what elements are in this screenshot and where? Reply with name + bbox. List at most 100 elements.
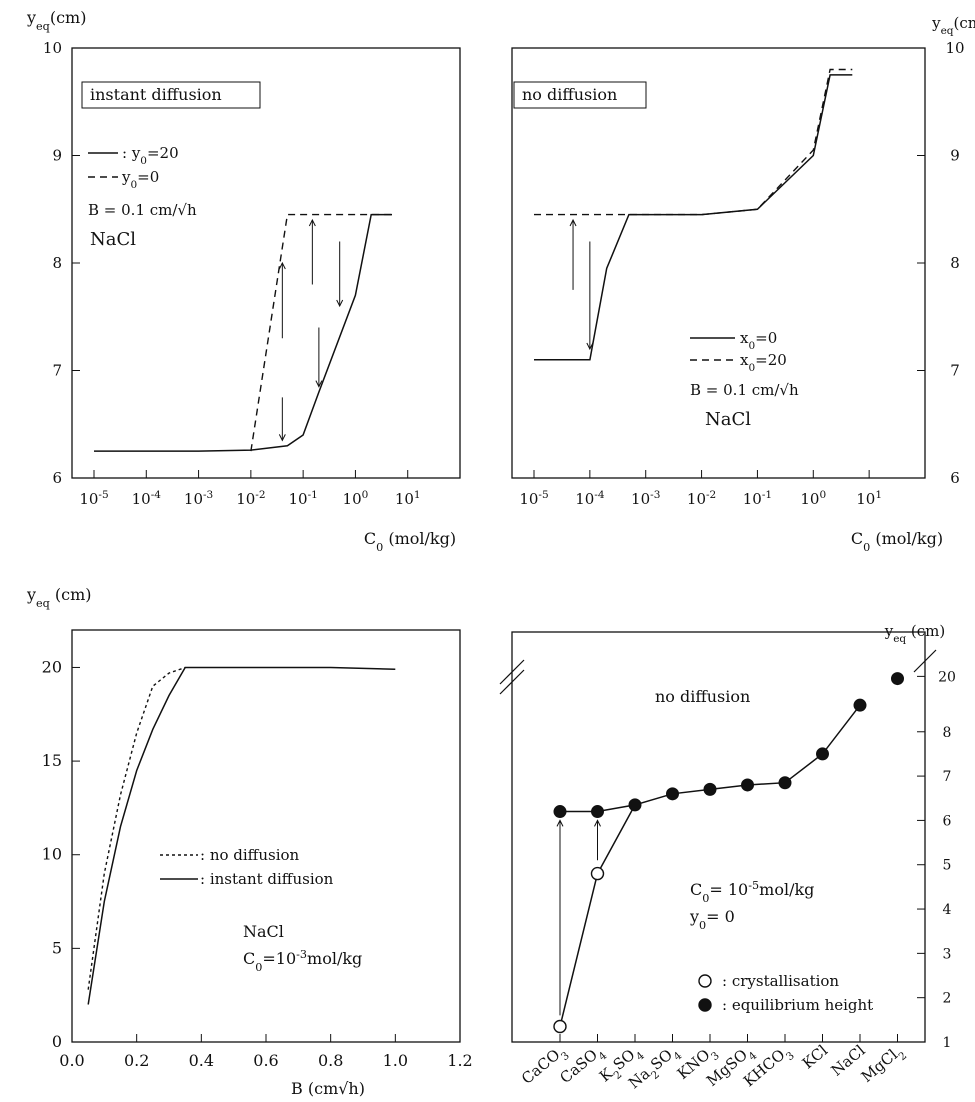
y-axis-label: yeq (cm)	[26, 585, 92, 610]
marker-equilibrium	[628, 798, 642, 812]
x-axis-label: B (cm√h)	[291, 1079, 365, 1098]
panel-box-frame	[81, 81, 261, 109]
y-axis-label: yeq (cm)	[884, 622, 946, 645]
marker-crystallisation	[590, 866, 605, 881]
y-axis-label: yeq(cm)	[26, 8, 86, 33]
axis-break-mark	[499, 669, 525, 695]
arrow-2-head	[594, 819, 601, 827]
y-tick-label: 4	[943, 902, 952, 918]
legend-entry: : y0=20	[122, 144, 179, 167]
category-label: KCl	[799, 1041, 831, 1072]
y-tick-label: 2	[943, 991, 952, 1007]
marker-crystallisation	[553, 1019, 567, 1034]
legend-entry: y0=0	[121, 168, 159, 191]
legend-entry: : equilibrium height	[722, 996, 873, 1014]
x-tick-label: 10-4	[575, 489, 605, 508]
y-tick-label: 5	[52, 938, 62, 957]
series-line-solid	[94, 213, 392, 452]
x-tick-label: 100	[800, 489, 826, 508]
arrow-1-head	[569, 218, 577, 227]
plot-frame	[71, 629, 461, 1043]
arrow-3-head	[278, 434, 286, 442]
x-tick-label: 1.0	[383, 1051, 408, 1070]
x-tick-label: 10-2	[687, 489, 716, 508]
y-tick-label: 7	[943, 769, 952, 785]
series-line-dashed	[250, 213, 392, 452]
plot-frame	[511, 631, 926, 1043]
annotation-conc: C0=10-3mol/kg	[243, 948, 362, 974]
x-tick-label: 0.0	[59, 1051, 84, 1070]
arrow-2-head	[586, 342, 594, 351]
y-tick-label: 8	[943, 725, 952, 741]
x-tick-label: 0.6	[253, 1051, 278, 1070]
annotation-salt: NaCl	[90, 229, 136, 250]
axis-break-mark	[913, 649, 937, 673]
y-tick-label: 6	[943, 813, 952, 829]
annotation-b: B = 0.1 cm/√h	[88, 201, 197, 219]
axis-break-mark	[499, 659, 525, 685]
y-tick-label: 8	[52, 254, 62, 272]
marker-equilibrium	[553, 805, 567, 819]
arrow-1-head	[278, 261, 286, 270]
condition-conc: C0= 10-5mol/kg	[690, 879, 814, 905]
marker-equilibrium	[591, 805, 604, 819]
y-tick-label: 6	[950, 469, 960, 487]
arrow-2-head	[308, 218, 316, 227]
x-tick-label: 10-1	[288, 489, 317, 508]
y-tick-label: 10	[43, 39, 62, 57]
x-tick-label: 101	[856, 489, 882, 508]
y-tick-label: 0	[52, 1032, 62, 1051]
legend-entry: : crystallisation	[722, 972, 839, 990]
y-tick-label: 6	[52, 469, 62, 487]
y-tick-label: 5	[943, 858, 952, 874]
category-label: KHCO3	[740, 1041, 797, 1094]
panel-box-frame	[513, 81, 647, 109]
x-tick-label: 10-3	[631, 489, 660, 508]
x-axis-label: C0 (mol/kg)	[364, 529, 456, 554]
condition-y0: y0= 0	[689, 907, 735, 932]
marker-equilibrium	[853, 698, 867, 712]
x-tick-label: 10-4	[132, 489, 162, 508]
arrow-4-head	[315, 380, 323, 388]
marker-equilibrium	[778, 776, 792, 790]
category-label: MgCl2	[858, 1041, 910, 1089]
y-tick-label: 3	[943, 946, 952, 962]
x-tick-label: 0.4	[189, 1051, 214, 1070]
marker-equilibrium	[741, 778, 754, 792]
x-tick-label: 10-5	[79, 489, 108, 508]
y-tick-label: 9	[52, 147, 62, 165]
y-tick-label: 10	[42, 845, 62, 864]
x-tick-label: 10-5	[519, 489, 548, 508]
x-tick-label: 1.2	[447, 1051, 472, 1070]
chart-panel-2: 6 7 8 9 10 10-5 10-4 10-3 10-2 10-1 100 101 yeq(cm) C…	[511, 14, 975, 554]
panel-box-label: no diffusion	[522, 85, 617, 104]
annotation-b: B = 0.1 cm/√h	[690, 381, 799, 399]
x-tick-label: 10-2	[236, 489, 265, 508]
x-tick-label: 101	[395, 489, 421, 508]
marker-equilibrium	[816, 747, 829, 761]
x-tick-label: 10-3	[184, 489, 213, 508]
series-line-dashed	[534, 68, 853, 216]
series-line-dotted	[87, 666, 186, 990]
y-tick-label: 7	[52, 362, 62, 380]
series-line-solid	[534, 74, 853, 361]
chart-panel-3: 0 5 10 15 20 0.0 0.2 0.4 0.6 0.8 1.0 1.2 yeq (cm) B (…	[26, 585, 473, 1098]
y-tick-label: 20	[42, 657, 62, 676]
legend-entry: : instant diffusion	[200, 870, 334, 888]
panel-box-label: no diffusion	[655, 687, 750, 706]
y-tick-label: 8	[950, 254, 960, 272]
y-axis-label: yeq(cm)	[931, 14, 975, 37]
legend-entry: x0=0	[740, 329, 777, 352]
y-tick-label: 1	[943, 1035, 952, 1051]
series-line-solid	[87, 666, 396, 1005]
x-tick-label: 10-1	[743, 489, 772, 508]
panel-box-label: instant diffusion	[90, 85, 222, 104]
legend-marker-open	[698, 974, 712, 988]
arrow-1-head	[556, 819, 564, 827]
y-tick-label: 20	[938, 669, 956, 685]
annotation-salt: NaCl	[243, 922, 284, 941]
plot-frame	[71, 47, 461, 479]
x-axis-label: C0 (mol/kg)	[851, 529, 943, 554]
x-tick-label: 0.8	[318, 1051, 343, 1070]
